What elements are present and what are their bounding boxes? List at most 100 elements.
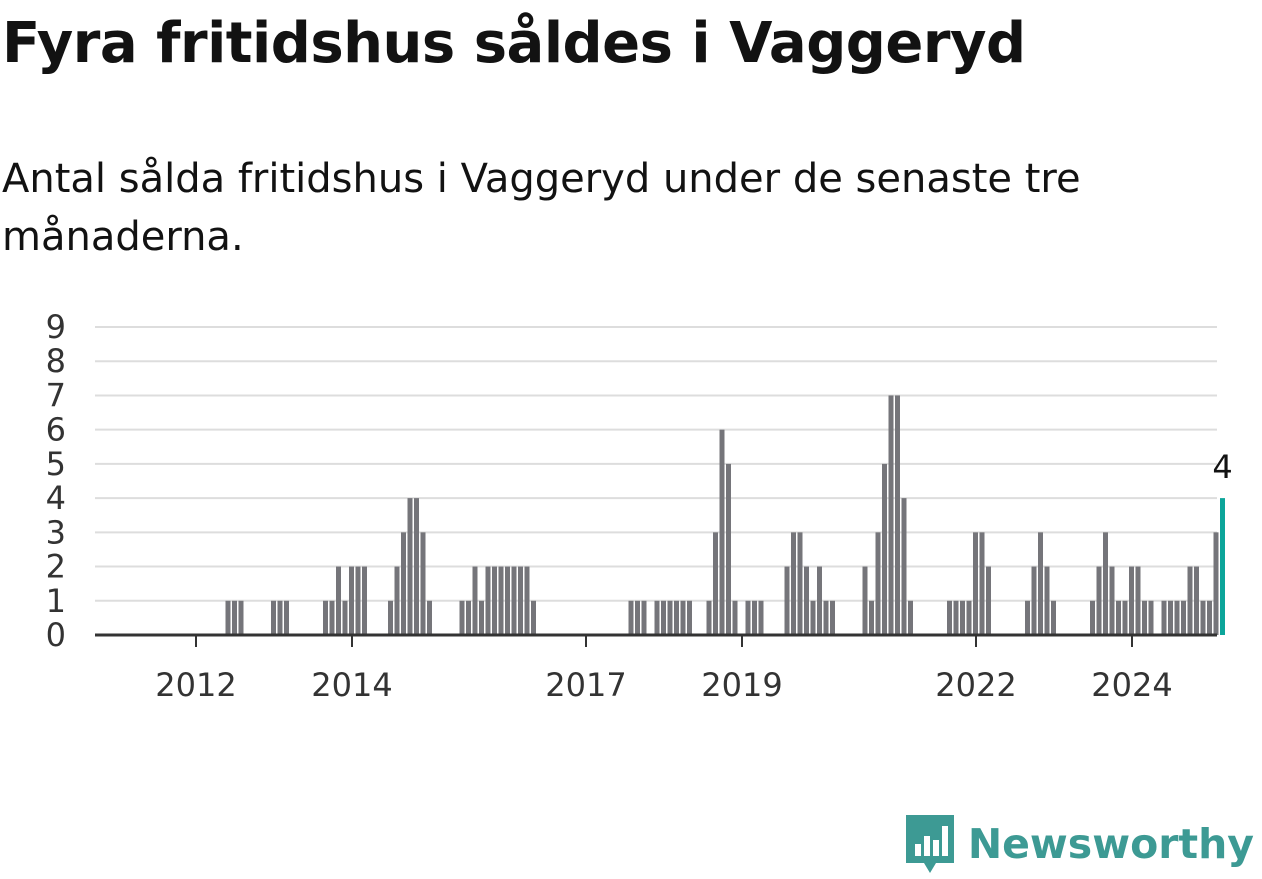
bar: [719, 429, 725, 635]
y-tick-label: 3: [46, 513, 66, 551]
y-tick-label: 0: [46, 616, 66, 654]
x-tick-label: 2012: [155, 666, 236, 704]
bar: [810, 600, 816, 635]
bar: [667, 600, 673, 635]
bar: [271, 600, 276, 635]
chart-subtitle: Antal sålda fritidshus i Vaggeryd under …: [2, 156, 1081, 260]
bar: [238, 600, 244, 635]
bar: [232, 600, 237, 635]
brand-logo: Newsworthy: [905, 815, 1254, 873]
bar: [277, 600, 283, 635]
bar: [355, 566, 361, 635]
bar: [966, 600, 972, 635]
bar: [804, 566, 809, 635]
bar: [1200, 600, 1206, 635]
bar: [459, 600, 465, 635]
bar: [953, 600, 959, 635]
bar: [466, 600, 471, 635]
bar: [479, 600, 484, 635]
bar: [427, 600, 432, 635]
bar: [674, 600, 679, 635]
bar: [687, 600, 692, 635]
bar: [862, 566, 868, 635]
bar: [1109, 566, 1115, 635]
bar: [888, 395, 894, 635]
bar: [726, 463, 731, 635]
bar: [1148, 600, 1154, 635]
bar: [1174, 600, 1180, 635]
x-tick-label: 2014: [311, 666, 392, 704]
bar: [1090, 600, 1095, 635]
grid-lines: [95, 326, 1217, 602]
bar: [875, 532, 881, 635]
y-tick-label: 2: [46, 548, 66, 586]
bar: [414, 498, 419, 635]
newsworthy-logo-icon: [905, 815, 954, 873]
bar: [732, 600, 738, 635]
x-tick-label: 2024: [1091, 666, 1172, 704]
bar: [1194, 566, 1199, 635]
bar: [661, 600, 666, 635]
bar: [947, 600, 952, 635]
bar: [1096, 566, 1102, 635]
y-tick-label: 8: [46, 342, 66, 380]
bar: [882, 463, 887, 635]
bar: [1187, 566, 1193, 635]
bar: [511, 566, 517, 635]
y-tick-label: 4: [46, 479, 66, 517]
bar: [1051, 600, 1056, 635]
bar: [420, 532, 426, 635]
bar: [505, 566, 510, 635]
bar: [342, 600, 348, 635]
bar: [485, 566, 491, 635]
y-tick-label: 1: [46, 582, 66, 620]
bar: [1142, 600, 1147, 635]
bar: [1044, 566, 1050, 635]
bar: [960, 600, 965, 635]
bar: [1181, 600, 1186, 635]
bar: [1038, 532, 1043, 635]
bar: [895, 395, 900, 635]
highlight-value-label: 4: [1212, 448, 1232, 486]
bar: [284, 600, 289, 635]
y-tick-label: 9: [46, 308, 66, 346]
bar: [680, 600, 686, 635]
brand-name: Newsworthy: [967, 819, 1254, 868]
bar: [654, 600, 660, 635]
bar: [1135, 566, 1141, 635]
chart-title: Fyra fritidshus såldes i Vaggeryd: [2, 11, 1026, 76]
bar: [531, 600, 536, 635]
bar: [901, 498, 907, 635]
bar: [518, 566, 523, 635]
bar: [1129, 566, 1134, 635]
bar: [752, 600, 757, 635]
y-tick-label: 5: [46, 445, 66, 483]
bar: [908, 600, 913, 635]
bar: [394, 566, 400, 635]
bar: [706, 600, 712, 635]
bar: [628, 600, 634, 635]
y-tick-label: 7: [46, 376, 66, 414]
bar: [641, 600, 647, 635]
x-tick-label: 2022: [935, 666, 1016, 704]
bar: [329, 600, 335, 635]
bar: [635, 600, 640, 635]
bar: [745, 600, 751, 635]
bar: [1116, 600, 1121, 635]
bar: [784, 566, 790, 635]
bar: [401, 532, 406, 635]
bar: [758, 600, 764, 635]
bar: [1025, 600, 1030, 635]
bar: [1122, 600, 1128, 635]
bar: [1168, 600, 1173, 635]
bar: [791, 532, 796, 635]
bar: [1103, 532, 1108, 635]
x-tick-label: 2017: [545, 666, 626, 704]
bar: [830, 600, 835, 635]
bar: [524, 566, 530, 635]
bar: [336, 566, 341, 635]
bar: [797, 532, 803, 635]
bar: [817, 566, 822, 635]
